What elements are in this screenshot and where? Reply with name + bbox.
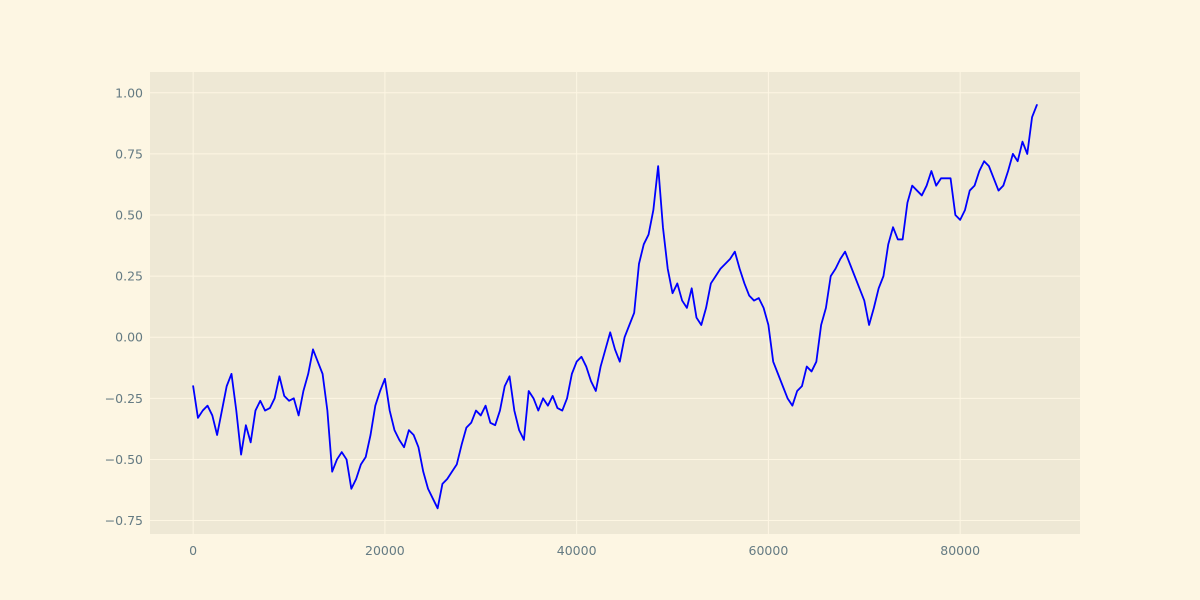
plot-area: [150, 72, 1080, 534]
x-tick-label: 20000: [365, 543, 405, 558]
axis-ticks: 0 20000 40000 60000 80000 −0.75 −0.50 −0.25 0.00…: [105, 85, 980, 558]
y-tick-label: 0.25: [115, 269, 143, 284]
y-tick-label: 0.50: [115, 208, 143, 223]
series-layer: [192, 104, 1038, 510]
x-tick-label: 80000: [940, 543, 980, 558]
y-tick-label: −0.25: [105, 391, 143, 406]
grid: [150, 72, 1080, 534]
x-tick-label: 40000: [557, 543, 597, 558]
y-tick-label: 0.75: [115, 146, 143, 161]
x-tick-label: 60000: [749, 543, 789, 558]
x-tick-label: 0: [189, 543, 197, 558]
y-tick-label: 0.00: [115, 330, 143, 345]
series-line: [192, 104, 1038, 510]
y-tick-label: −0.75: [105, 513, 143, 528]
y-tick-label: −0.50: [105, 452, 143, 467]
y-tick-label: 1.00: [115, 85, 143, 100]
